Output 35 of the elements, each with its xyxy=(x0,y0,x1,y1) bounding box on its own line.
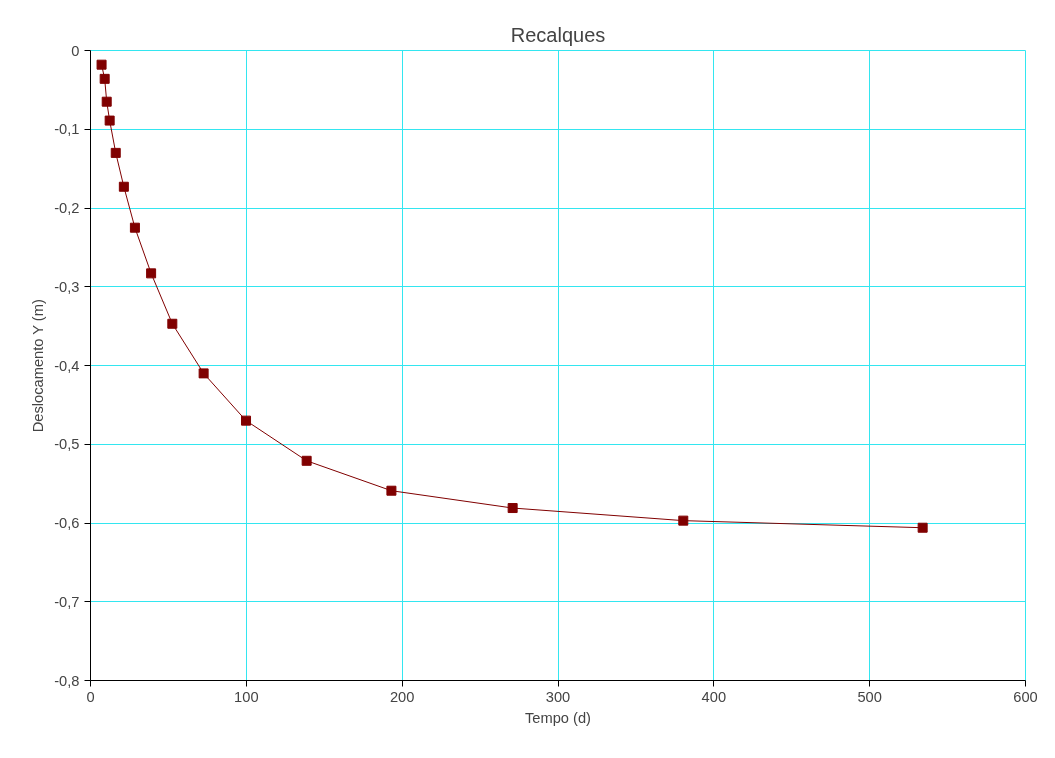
point xyxy=(301,455,312,466)
y-tick-label: -0,5 xyxy=(54,436,80,453)
point xyxy=(167,318,178,329)
y-axis-title: Deslocamento Y (m) xyxy=(30,299,47,433)
point xyxy=(101,96,112,107)
y-tick-label: -0,3 xyxy=(54,278,80,295)
x-tick-label: 100 xyxy=(234,688,259,705)
x-tick-label: 500 xyxy=(857,688,882,705)
point xyxy=(507,503,518,514)
x-tick-label: 300 xyxy=(545,688,571,705)
point xyxy=(118,181,129,192)
y-tick-label: -0,6 xyxy=(54,515,80,531)
chart-title: Recalques xyxy=(510,23,606,46)
x-tick-label: 400 xyxy=(701,688,727,705)
point xyxy=(110,147,121,158)
point xyxy=(678,515,689,526)
y-tick-label: -0,7 xyxy=(54,593,80,610)
x-axis-title: Tempo (d) xyxy=(525,709,591,726)
point xyxy=(386,485,397,496)
y-tick-label: -0,4 xyxy=(54,357,80,374)
y-tick-label: -0,1 xyxy=(54,121,80,138)
point xyxy=(96,59,107,70)
point xyxy=(917,522,928,533)
y-tick-label: -0,8 xyxy=(54,672,80,689)
point xyxy=(146,268,157,279)
x-tick-label: 200 xyxy=(389,688,415,705)
y-tick-label: 0 xyxy=(71,42,80,59)
x-tick-label: 600 xyxy=(1013,688,1038,705)
point xyxy=(99,73,110,84)
x-tick-label: 0 xyxy=(86,688,95,705)
point xyxy=(129,222,140,233)
point xyxy=(198,368,209,379)
y-tick-label: -0,2 xyxy=(54,200,80,216)
point xyxy=(241,415,252,426)
point xyxy=(104,115,115,126)
